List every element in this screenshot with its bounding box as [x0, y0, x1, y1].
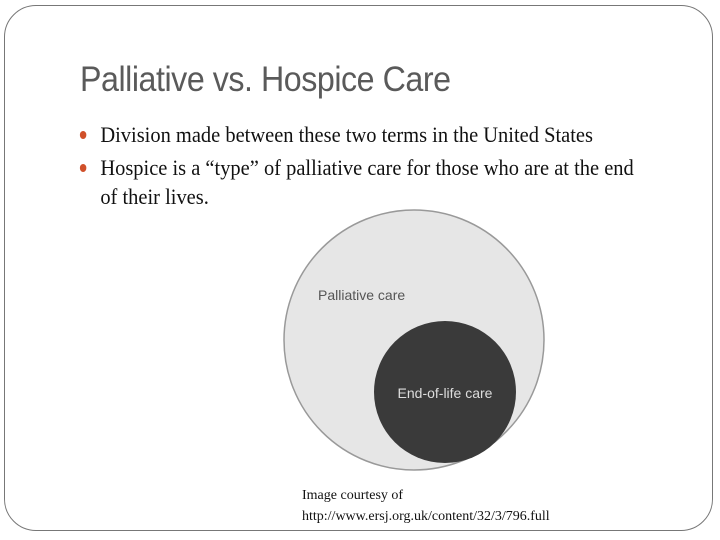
- bullet-list: Division made between these two terms in…: [78, 120, 698, 215]
- caption-url: http://www.ersj.org.uk/content/32/3/796.…: [302, 509, 550, 524]
- slide-frame: [4, 5, 713, 531]
- bullet-text: Hospice is a “type” of palliative care f…: [100, 155, 634, 209]
- palliative-care-label: Palliative care: [318, 287, 405, 303]
- bullet-item: Hospice is a “type” of palliative care f…: [78, 153, 655, 211]
- bullet-dot-icon: [79, 164, 87, 172]
- end-of-life-care-circle: [374, 321, 516, 463]
- end-of-life-care-label: End-of-life care: [398, 385, 493, 401]
- bullet-item: Division made between these two terms in…: [78, 120, 655, 149]
- image-caption: Image courtesy of http://www.ersj.org.uk…: [302, 485, 550, 527]
- caption-line: Image courtesy of: [302, 488, 404, 503]
- bullet-dot-icon: [79, 131, 87, 139]
- bullet-text: Division made between these two terms in…: [100, 122, 593, 147]
- slide-title: Palliative vs. Hospice Care: [80, 60, 451, 99]
